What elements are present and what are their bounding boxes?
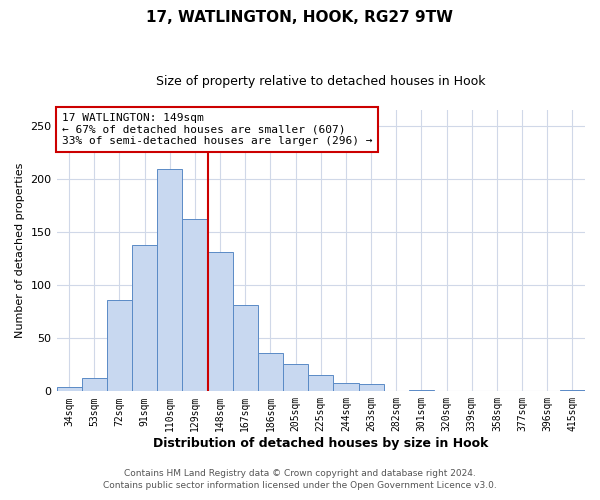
- Bar: [107, 300, 132, 392]
- Bar: [208, 252, 233, 392]
- Bar: [409, 390, 434, 392]
- Bar: [258, 353, 283, 392]
- X-axis label: Distribution of detached houses by size in Hook: Distribution of detached houses by size …: [153, 437, 488, 450]
- Text: Contains HM Land Registry data © Crown copyright and database right 2024.
Contai: Contains HM Land Registry data © Crown c…: [103, 468, 497, 490]
- Bar: [157, 170, 182, 392]
- Y-axis label: Number of detached properties: Number of detached properties: [15, 163, 25, 338]
- Bar: [132, 245, 157, 392]
- Bar: [359, 384, 383, 392]
- Bar: [82, 378, 107, 392]
- Text: 17, WATLINGTON, HOOK, RG27 9TW: 17, WATLINGTON, HOOK, RG27 9TW: [146, 10, 454, 25]
- Bar: [56, 387, 82, 392]
- Bar: [308, 376, 334, 392]
- Title: Size of property relative to detached houses in Hook: Size of property relative to detached ho…: [156, 75, 485, 88]
- Bar: [233, 306, 258, 392]
- Bar: [283, 364, 308, 392]
- Bar: [334, 383, 359, 392]
- Bar: [560, 390, 585, 392]
- Text: 17 WATLINGTON: 149sqm
← 67% of detached houses are smaller (607)
33% of semi-det: 17 WATLINGTON: 149sqm ← 67% of detached …: [62, 113, 373, 146]
- Bar: [182, 220, 208, 392]
